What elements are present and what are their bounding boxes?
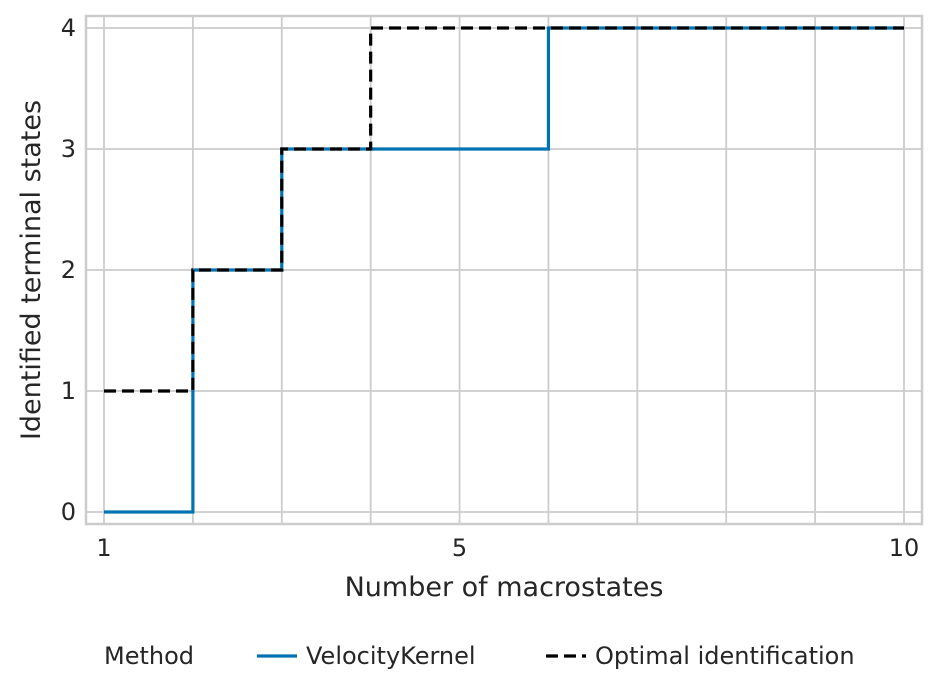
legend-label-optimal-identification: Optimal identification — [595, 642, 855, 670]
y-axis-label: Identified terminal states — [16, 100, 47, 440]
x-tick-label: 5 — [452, 534, 467, 562]
legend-title: Method — [104, 642, 194, 670]
series-layer — [104, 26, 904, 514]
y-tick-label: 3 — [61, 135, 76, 163]
y-tick-label: 2 — [61, 256, 76, 284]
y-tick-label: 4 — [61, 14, 76, 42]
x-tick-label: 10 — [889, 534, 920, 562]
legend-label-velocitykernel: VelocityKernel — [306, 642, 476, 670]
y-tick-label: 0 — [61, 498, 76, 526]
x-axis-label: Number of macrostates — [345, 572, 664, 603]
legend: Method VelocityKernel Optimal identifica… — [104, 642, 855, 670]
x-tick-label: 1 — [96, 534, 111, 562]
plot-frame — [84, 14, 924, 526]
y-tick-label: 1 — [61, 377, 76, 405]
series-line-optimal-identification — [104, 26, 904, 393]
